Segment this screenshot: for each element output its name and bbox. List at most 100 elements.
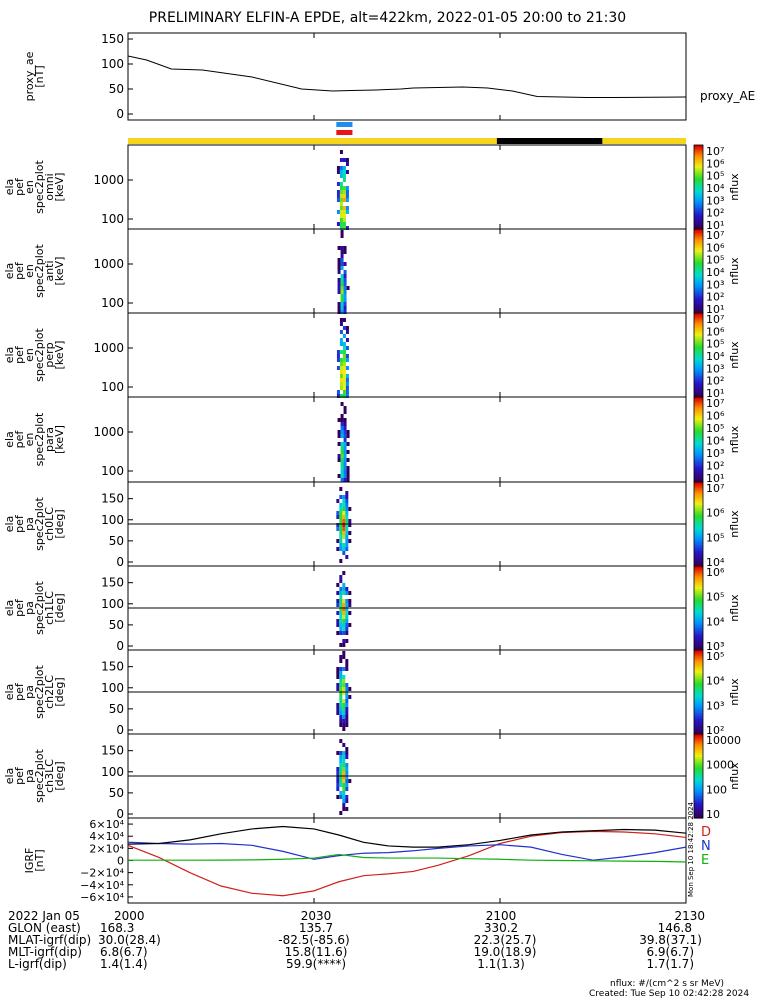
heatmap-cell — [336, 222, 340, 226]
colorbar-seg-para — [694, 469, 703, 472]
colorbar-seg-para — [694, 479, 703, 483]
heatmap-cell — [342, 210, 346, 214]
heatmap-cell — [342, 507, 346, 511]
colorbar-tick-para-6: 10¹ — [706, 472, 724, 485]
heatmap-cell — [336, 623, 340, 627]
heatmap-cell — [342, 326, 346, 330]
heatmap-cell — [342, 599, 346, 603]
colorbar-seg-omni — [694, 168, 703, 171]
heatmap-cell — [339, 190, 343, 194]
heatmap-ch3LC — [336, 739, 352, 815]
colorbar-seg-anti — [694, 237, 703, 241]
colorbar-seg-ch2LC — [694, 675, 703, 678]
igrf-legend-N: N — [701, 839, 711, 854]
heatmap-cell — [339, 210, 343, 214]
colorbar-seg-ch1LC — [694, 574, 703, 578]
colorbar-seg-anti — [694, 292, 703, 295]
heatmap-cell — [342, 775, 346, 779]
colorbar-seg-perp — [694, 315, 703, 318]
colorbar-seg-ch0LC — [694, 551, 703, 554]
heatmap-cell — [339, 495, 343, 499]
colorbar-seg-perp — [694, 323, 703, 327]
colorbar-tick-para-1: 10⁶ — [706, 410, 725, 423]
heatmap-cell — [342, 587, 346, 591]
colorbar-tick-omni-6: 10¹ — [706, 219, 724, 232]
heatmap-cell — [339, 763, 343, 767]
colorbar-seg-ch2LC — [694, 708, 703, 712]
heatmap-cell — [343, 446, 347, 450]
colorbar-seg-para — [694, 397, 703, 400]
heatmap-cell — [343, 262, 347, 266]
ylabel-perp-4: perp — [43, 342, 56, 367]
colorbar-seg-omni — [694, 195, 703, 199]
colorbar-seg-ch3LC — [694, 799, 703, 802]
ylabel-perp-0: ela — [3, 347, 16, 364]
heatmap-cell — [345, 603, 349, 607]
heatmap-cell — [339, 194, 343, 198]
colorbar-seg-ch2LC — [694, 723, 703, 727]
heatmap-cell — [345, 767, 349, 771]
colorbar-seg-para — [694, 460, 703, 464]
heatmap-cell — [339, 222, 343, 226]
colorbar-seg-ch3LC — [694, 786, 703, 790]
colorbar-seg-ch3LC — [694, 797, 703, 800]
heatmap-cell — [342, 499, 346, 503]
heatmap-cell — [345, 515, 349, 519]
colorbar-seg-ch1LC — [694, 589, 703, 592]
heatmap-cell — [342, 362, 346, 366]
heatmap-cell — [339, 615, 343, 619]
panel-frame-omni — [127, 144, 687, 230]
heatmap-cell — [339, 783, 343, 787]
colorbar-seg-ch0LC — [694, 500, 703, 504]
heatmap-cell — [339, 342, 343, 346]
igrf-series-E — [128, 853, 687, 863]
heatmap-cell — [345, 519, 349, 523]
colorbar-seg-omni — [694, 220, 703, 224]
colorbar-seg-para — [694, 431, 703, 434]
colorbar-tick-omni-1: 10⁶ — [706, 157, 725, 170]
ylabel-anti-5: [keV] — [53, 257, 66, 286]
heatmap-cell — [345, 194, 349, 198]
heatmap-cell — [345, 615, 349, 619]
colorbar-seg-ch2LC — [694, 685, 703, 689]
colorbar-seg-ch2LC — [694, 713, 703, 716]
heatmap-cell — [342, 374, 346, 378]
colorbar-seg-anti — [694, 302, 703, 306]
units-note: nflux: #/(cm^2 s sr MeV) — [610, 979, 724, 989]
orbit-value-4-2: 1.1(1.3) — [477, 957, 525, 971]
heatmap-cell — [336, 619, 340, 623]
colorbar-seg-ch3LC — [694, 780, 703, 783]
heatmap-cell — [339, 531, 343, 535]
heatmap-para — [337, 402, 350, 482]
heatmap-cell — [342, 651, 346, 655]
colorbar-tick-anti-0: 10⁷ — [706, 229, 724, 242]
colorbar-seg-ch3LC — [694, 767, 703, 771]
heatmap-cell — [345, 547, 349, 551]
heatmap-cell — [348, 591, 352, 595]
heatmap-cell — [345, 695, 349, 699]
colorbar-seg-ch3LC — [694, 746, 703, 750]
colorbar-tick-anti-3: 10⁴ — [706, 266, 725, 279]
colorbar-seg-ch1LC — [694, 635, 703, 638]
colorbar-seg-omni — [694, 180, 703, 184]
heatmap-cell — [343, 418, 347, 422]
colorbar-seg-perp — [694, 329, 703, 333]
heatmap-cell — [342, 759, 346, 763]
heatmap-cell — [343, 450, 347, 454]
heatmap-cell — [340, 446, 344, 450]
heatmap-cell — [345, 807, 349, 811]
colorbar-seg-para — [694, 441, 703, 445]
colorbar-seg-anti — [694, 306, 703, 310]
heatmap-cell — [339, 202, 343, 206]
heatmap-cell — [342, 795, 346, 799]
heatmap-cell — [343, 430, 347, 434]
heatmap-cell — [345, 763, 349, 767]
colorbar-seg-para — [694, 454, 703, 458]
colorbar-seg-para — [694, 443, 703, 447]
colorbar-seg-ch2LC — [694, 689, 703, 693]
colorbar-tick-ch2LC-1: 10⁴ — [706, 675, 725, 688]
colorbar-seg-para — [694, 450, 703, 453]
colorbar-seg-ch1LC — [694, 631, 703, 634]
heatmap-cell — [339, 795, 343, 799]
colorbar-seg-ch0LC — [694, 496, 703, 500]
